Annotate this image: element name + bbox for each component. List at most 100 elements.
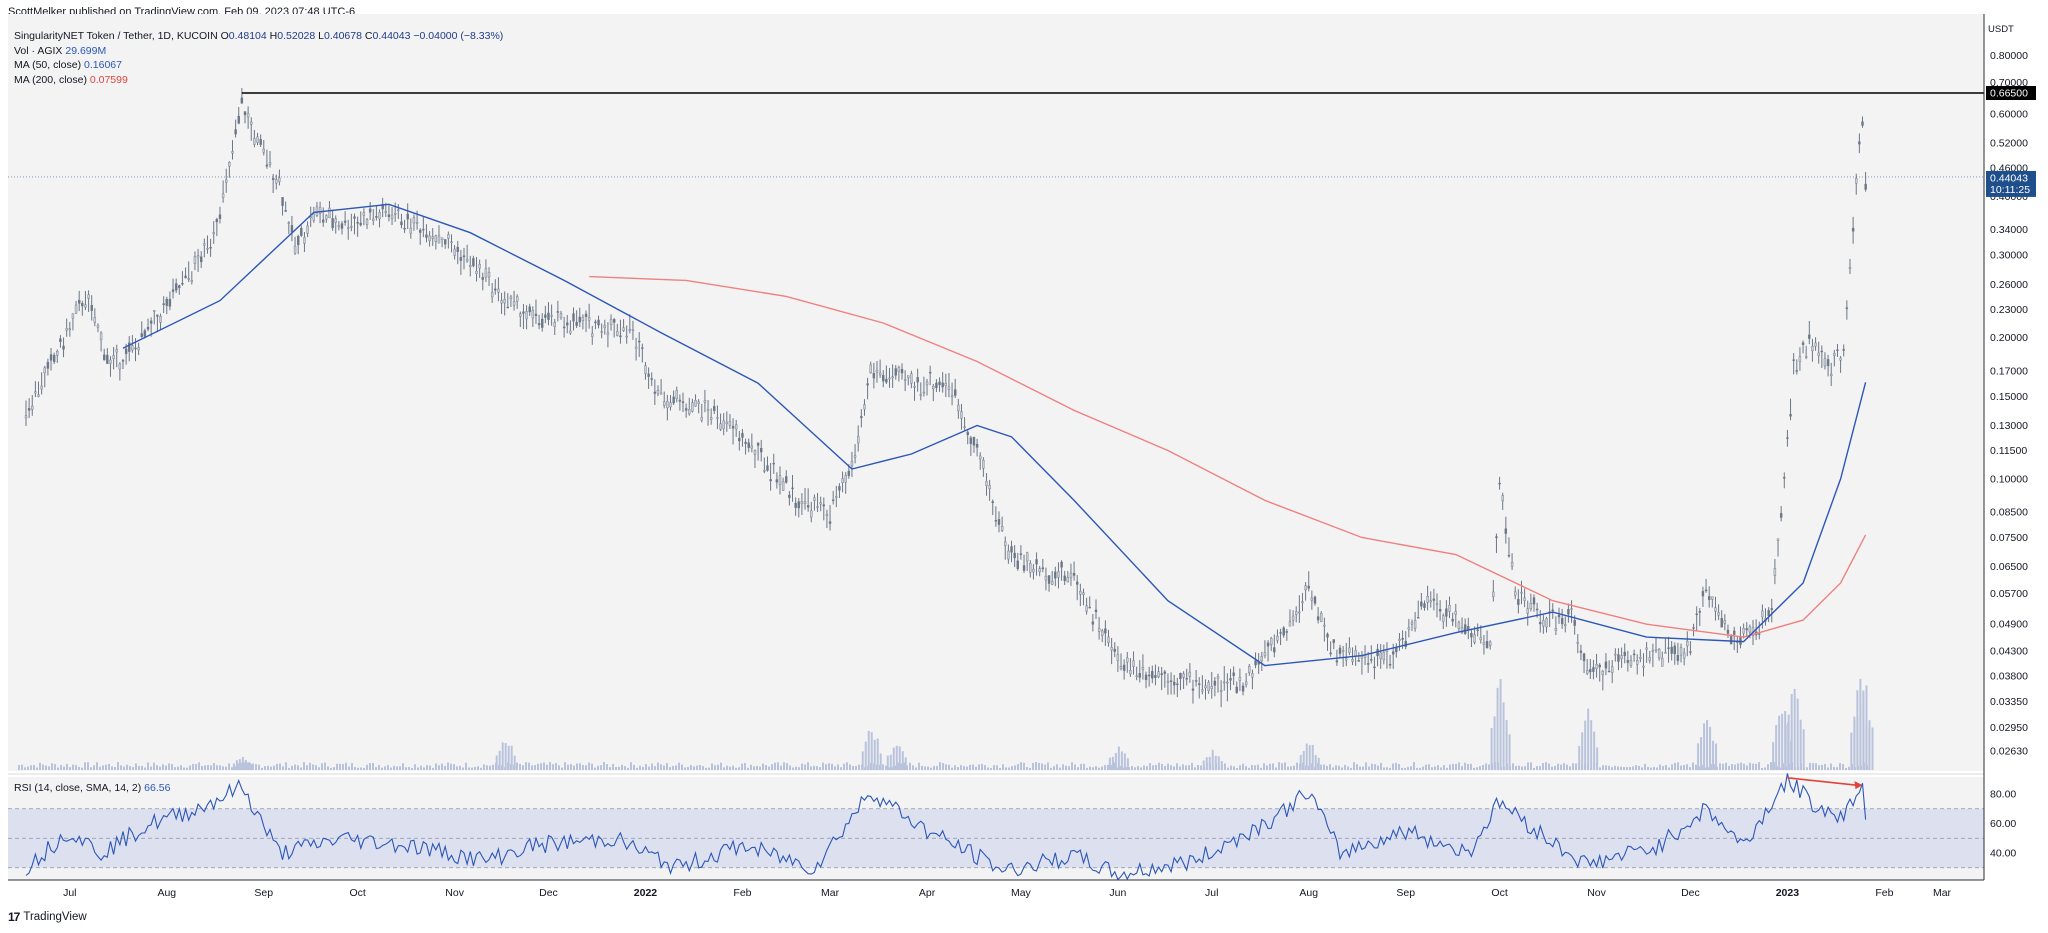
candle-body: [525, 311, 528, 320]
volume-bar: [93, 765, 95, 770]
candle-body: [397, 209, 400, 212]
candle-body: [1445, 608, 1448, 617]
candle-body: [791, 487, 794, 490]
candle-body: [816, 506, 819, 508]
volume-bar: [1134, 767, 1136, 770]
candle-body: [1457, 622, 1461, 629]
candle-body: [250, 121, 253, 125]
candle-body: [49, 354, 53, 361]
volume-spike-bar: [1775, 725, 1778, 770]
candle-body: [1310, 597, 1314, 601]
ma200-line: [589, 275, 1867, 638]
candle-body: [919, 394, 922, 396]
volume-spike-bar: [873, 739, 876, 770]
volume-bar: [1443, 765, 1445, 770]
candle-body: [1163, 671, 1167, 674]
candle-body: [1792, 359, 1795, 361]
volume-spike-bar: [1781, 713, 1784, 770]
volume-spike-bar: [1799, 719, 1802, 770]
candle-body: [1235, 686, 1238, 693]
candle-body: [303, 237, 306, 244]
candle-body: [1864, 183, 1867, 190]
volume-bar: [1152, 765, 1154, 770]
volume-bar: [1362, 766, 1364, 770]
volume-bar: [1158, 762, 1160, 770]
candle-body: [597, 319, 600, 326]
candle-body: [1019, 553, 1023, 555]
tradingview-footer[interactable]: 17 TradingView: [8, 910, 87, 924]
candle-body: [115, 349, 118, 353]
volume-spike-bar: [895, 745, 898, 770]
candle-body: [118, 363, 122, 370]
candle-body: [412, 217, 416, 224]
volume-bar: [1236, 767, 1238, 770]
candle-body: [644, 365, 647, 374]
divergence-arrow-head: [1854, 781, 1863, 790]
volume-bar: [396, 766, 398, 770]
candle-body: [1050, 581, 1054, 585]
candle-body: [325, 215, 328, 220]
volume-bar: [39, 762, 41, 770]
volume-bar: [1113, 762, 1115, 770]
volume-bar: [546, 764, 548, 770]
volume-bar: [1089, 766, 1091, 770]
volume-spike-bar: [241, 756, 244, 770]
volume-bar: [1533, 767, 1535, 770]
volume-bar: [1815, 763, 1817, 770]
volume-bar: [1455, 763, 1457, 770]
volume-bar: [1080, 763, 1082, 770]
volume-bar: [261, 767, 263, 770]
time-tick-label: Aug: [157, 887, 176, 899]
volume-bar: [1569, 766, 1571, 770]
volume-bar: [132, 767, 134, 770]
candle-body: [1295, 611, 1298, 615]
volume-bar: [999, 767, 1001, 770]
price-tick-label: 0.17000: [1990, 365, 2028, 377]
volume-bar: [711, 763, 713, 770]
volume-bar: [432, 767, 434, 770]
volume-bar: [1068, 766, 1070, 770]
volume-bar: [726, 765, 728, 770]
candle-body: [1072, 573, 1076, 576]
volume-bar: [444, 765, 446, 770]
candle-body: [318, 207, 322, 214]
volume-bar: [1836, 767, 1838, 770]
candle-body: [797, 501, 800, 509]
candle-body: [1507, 554, 1511, 557]
volume-spike-bar: [1220, 760, 1223, 770]
volume-bar: [1641, 767, 1643, 770]
candle-body: [725, 421, 729, 424]
volume-bar: [1065, 765, 1067, 770]
time-tick-label: 2022: [634, 887, 658, 899]
price-tick-label: 0.04900: [1990, 619, 2028, 631]
volume-bar: [21, 764, 23, 770]
volume-bar: [717, 764, 719, 770]
volume-bar: [477, 766, 479, 770]
volume-bar: [228, 763, 230, 770]
ma200-label: MA (200, close): [14, 73, 87, 86]
volume-bar: [1191, 762, 1193, 770]
candle-body: [40, 385, 43, 390]
volume-spike-bar: [1868, 720, 1871, 770]
candle-body: [1783, 477, 1786, 479]
volume-bar: [237, 763, 239, 770]
volume-bar: [1242, 763, 1244, 770]
volume-spike-bar: [904, 757, 907, 770]
volume-bar: [981, 764, 983, 770]
candle-body: [1082, 592, 1085, 595]
volume-spike-bar: [244, 760, 247, 770]
volume-bar: [1731, 764, 1733, 770]
candle-body: [109, 359, 112, 364]
volume-spike-bar: [1302, 750, 1305, 770]
volume-bar: [921, 765, 923, 770]
volume-bar: [1275, 767, 1277, 770]
volume-spike-bar: [1784, 724, 1787, 770]
candle-body: [1517, 598, 1520, 605]
candle-body: [1379, 652, 1382, 659]
candle-body: [950, 395, 954, 398]
volume-bar: [1014, 765, 1016, 770]
volume-bar: [1398, 764, 1400, 770]
volume-bar: [54, 764, 56, 770]
candle-body: [256, 136, 259, 143]
